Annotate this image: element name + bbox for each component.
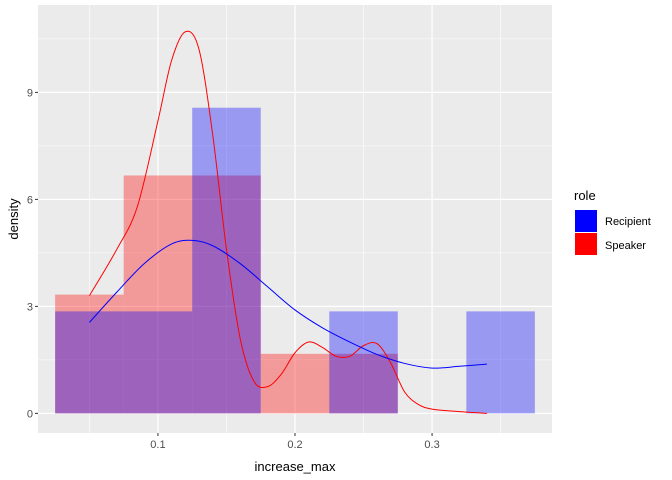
y-tick-label: 3	[27, 301, 33, 313]
y-tick-label: 6	[27, 194, 33, 206]
legend-label-recipient: Recipient	[605, 216, 651, 228]
x-tick-label: 0.2	[287, 439, 302, 451]
y-axis-ticks: 0 3 6 9	[27, 87, 38, 420]
speaker-density-curve	[88, 30, 487, 414]
x-axis-title: increase_max	[255, 459, 336, 474]
y-axis-title: density	[6, 198, 21, 240]
legend: role Recipient Speaker	[574, 188, 651, 255]
legend-key-recipient	[575, 210, 597, 232]
recipient-bar	[329, 311, 398, 414]
x-tick-label: 0.3	[424, 439, 439, 451]
legend-key-speaker	[575, 233, 597, 255]
speaker-histogram-bars	[55, 175, 398, 414]
y-tick-label: 9	[27, 87, 33, 99]
recipient-bar	[55, 311, 124, 414]
recipient-bar	[192, 107, 261, 414]
recipient-bar	[123, 311, 193, 414]
speaker-bar	[329, 353, 398, 414]
recipient-histogram-bars	[55, 107, 535, 414]
x-axis-ticks: 0.1 0.2 0.3	[150, 433, 440, 451]
x-tick-label: 0.1	[150, 439, 165, 451]
y-tick-label: 0	[27, 408, 33, 420]
legend-label-speaker: Speaker	[605, 240, 646, 252]
major-gridlines	[38, 5, 552, 433]
speaker-bar	[123, 175, 193, 414]
density-curves	[88, 30, 487, 414]
speaker-bar	[55, 294, 124, 414]
speaker-bar	[192, 175, 261, 414]
recipient-density-curve	[89, 239, 487, 369]
recipient-bar	[466, 311, 535, 414]
speaker-bar	[260, 353, 330, 414]
legend-title: role	[574, 188, 596, 203]
